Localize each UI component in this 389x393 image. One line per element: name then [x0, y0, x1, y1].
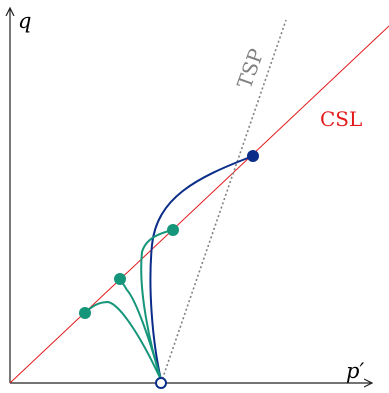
inner-end-point-3	[79, 307, 91, 319]
tsp-line	[160, 19, 287, 384]
inner-end-point-2	[114, 273, 126, 285]
inner-stress-path-3	[84, 300, 162, 381]
outer-end-point	[247, 150, 259, 162]
csl-line	[9, 25, 389, 384]
csl-label: CSL	[320, 107, 362, 131]
outer-stress-path	[149, 155, 254, 381]
x-axis-label: p′	[346, 359, 364, 383]
inner-end-point-1	[167, 224, 179, 236]
start-point	[155, 377, 167, 389]
y-axis-label: q	[18, 9, 31, 33]
